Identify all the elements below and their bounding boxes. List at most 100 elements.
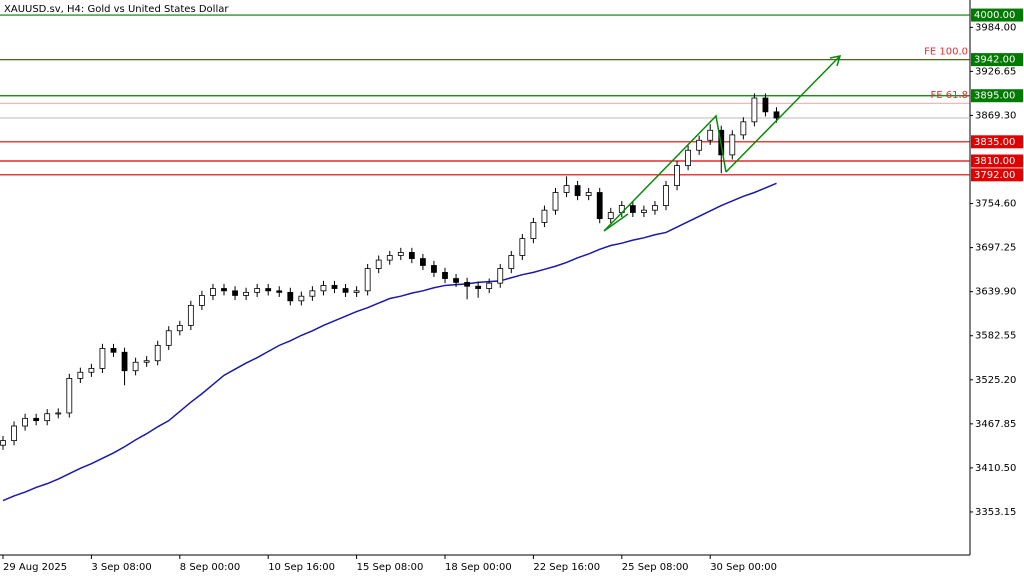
- y-tick-label: 3754.60: [975, 199, 1016, 210]
- candle-body: [530, 222, 537, 239]
- candle-body: [44, 413, 51, 422]
- candle-body: [320, 285, 327, 292]
- candle-body: [453, 278, 459, 283]
- level-label-box: [971, 89, 1023, 103]
- x-tick-label: 8 Sep 00:00: [180, 562, 240, 573]
- x-tick-label: 22 Sep 16:00: [533, 562, 600, 573]
- candle-body: [0, 440, 6, 446]
- level-label: 4000.00: [974, 10, 1015, 21]
- x-tick-label: 18 Sep 00:00: [445, 562, 512, 573]
- x-tick-label: 3 Sep 08:00: [91, 562, 151, 573]
- plot: [0, 14, 970, 502]
- candle-body: [22, 417, 29, 427]
- candle-body: [353, 290, 360, 293]
- y-tick-label: 3869.30: [975, 110, 1016, 121]
- candle-body: [729, 134, 736, 156]
- candle-body: [55, 412, 62, 415]
- level-label: 3810.00: [974, 156, 1015, 167]
- y-tick-label: 3697.25: [975, 243, 1016, 254]
- arrow-head: [829, 55, 842, 67]
- candle-body: [574, 185, 581, 196]
- candle-body: [408, 252, 415, 259]
- candle-body: [607, 212, 614, 220]
- candle-body: [375, 259, 382, 269]
- candle-body: [464, 281, 471, 287]
- candle-body: [508, 255, 515, 269]
- candle-body: [629, 205, 636, 213]
- candle-body: [221, 288, 227, 292]
- candle-body: [563, 185, 570, 193]
- candle-body: [397, 252, 404, 256]
- candle-body: [309, 290, 316, 297]
- candle-body: [386, 255, 393, 261]
- y-tick-label: 3639.90: [975, 287, 1016, 298]
- level-label-box: [971, 8, 1023, 22]
- candle-body: [287, 291, 294, 302]
- y-tick-label: 3467.85: [975, 419, 1016, 430]
- candle-body: [210, 288, 216, 296]
- y-tick-label: 3926.65: [975, 66, 1016, 77]
- y-tick-label: 3984.00: [975, 22, 1016, 33]
- candle-body: [419, 258, 426, 266]
- level-label: 3835.00: [974, 137, 1015, 148]
- candle-body: [663, 185, 669, 206]
- candle-body: [331, 285, 338, 289]
- candle-body: [265, 288, 272, 292]
- trend-channel: [603, 55, 842, 232]
- candle-body: [298, 295, 305, 302]
- x-tick-label: 30 Sep 00:00: [710, 562, 777, 573]
- candle-body: [773, 111, 780, 119]
- level-label-box: [971, 53, 1023, 67]
- candle-body: [77, 371, 84, 379]
- level-label: 3895.00: [974, 91, 1015, 102]
- y-tick-label: 3353.15: [975, 507, 1016, 518]
- candle-body: [99, 348, 106, 369]
- candle-body: [198, 295, 205, 306]
- candle-body: [519, 238, 526, 256]
- x-tick-label: 29 Aug 2025: [3, 562, 67, 573]
- candle-body: [276, 290, 283, 293]
- fe-label: FE 61.8: [930, 90, 968, 101]
- candle-body: [475, 285, 482, 289]
- candle-body: [232, 290, 238, 296]
- candle-body: [552, 192, 559, 211]
- candle-body: [143, 360, 150, 363]
- y-tick-label: 3525.20: [975, 375, 1016, 386]
- channel-line: [603, 213, 629, 232]
- candle-body: [674, 165, 680, 186]
- candle-body: [11, 425, 17, 442]
- candle-body: [165, 330, 172, 346]
- candle-body: [243, 291, 250, 296]
- channel-line: [603, 114, 727, 232]
- candle-body: [585, 192, 592, 196]
- candle-body: [541, 209, 548, 223]
- channel-arrow: [725, 55, 841, 173]
- candle-body: [497, 268, 504, 284]
- candle-body: [110, 348, 117, 353]
- candle-body: [431, 265, 437, 273]
- level-label-box: [971, 168, 1023, 182]
- x-tick-label: 25 Sep 08:00: [622, 562, 689, 573]
- candle-body: [88, 368, 95, 373]
- x-tick-label: 15 Sep 08:00: [357, 562, 424, 573]
- candle-body: [33, 417, 40, 422]
- chart-title: XAUUSD.sv, H4: Gold vs United States Dol…: [4, 4, 229, 15]
- level-label-box: [971, 135, 1023, 149]
- candle-body: [121, 351, 128, 372]
- x-tick-label: 10 Sep 16:00: [268, 562, 335, 573]
- candle-body: [364, 268, 371, 292]
- candle-body: [751, 97, 758, 123]
- candle-body: [641, 209, 647, 213]
- candle-body: [596, 192, 603, 220]
- candle-body: [707, 129, 714, 141]
- candle-body: [154, 344, 161, 362]
- level-label: 3942.00: [974, 55, 1015, 66]
- candle-body: [442, 271, 448, 279]
- moving-average: [2, 182, 777, 502]
- candle-body: [740, 121, 747, 136]
- candle-body: [187, 305, 194, 326]
- candle-body: [762, 97, 769, 113]
- candle-body: [696, 139, 703, 151]
